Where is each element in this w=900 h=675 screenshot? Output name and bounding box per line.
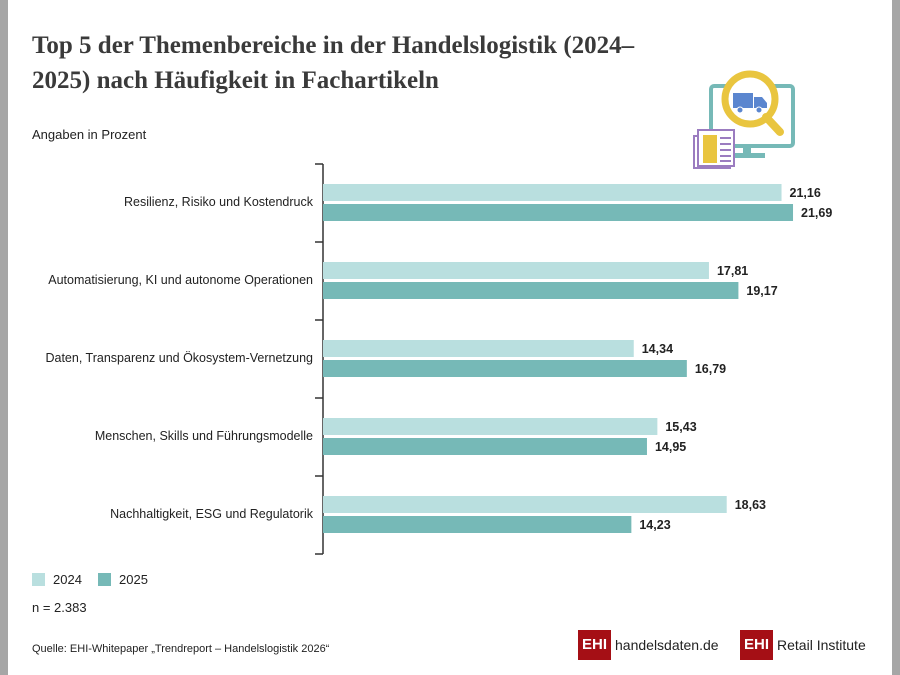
bar-2024 (323, 496, 727, 513)
bar-2025 (323, 360, 687, 377)
bar-2024 (323, 418, 658, 435)
legend-item-2025: 2025 (98, 572, 148, 587)
ehi-retail-institute-logo: EHI Retail Institute (740, 630, 866, 660)
category-label: Automatisierung, KI und autonome Operati… (48, 273, 313, 287)
data-label: 14,23 (639, 518, 670, 532)
data-label: 15,43 (665, 420, 696, 434)
ehi-mark: EHI (740, 630, 774, 660)
data-label: 18,63 (735, 498, 766, 512)
legend-label: 2025 (119, 572, 148, 587)
category-label: Resilienz, Risiko und Kostendruck (124, 195, 314, 209)
data-label: 14,34 (642, 342, 673, 356)
bar-2025 (323, 204, 794, 221)
chart-title: Top 5 der Themenbereiche in der Handelsl… (32, 32, 635, 94)
data-label: 16,79 (695, 362, 726, 376)
data-label: 21,16 (790, 186, 821, 200)
handelsdaten-logo: EHI handelsdaten.de (578, 630, 719, 660)
logo-text: Retail Institute (777, 637, 866, 653)
bar-2024 (323, 340, 634, 357)
data-label: 14,95 (655, 440, 686, 454)
data-label: 19,17 (746, 284, 777, 298)
bar-2025 (323, 282, 739, 299)
sample-size: n = 2.383 (32, 600, 87, 615)
legend-label: 2024 (53, 572, 82, 587)
legend-swatch-2024 (32, 573, 45, 586)
left-border (0, 0, 8, 675)
bar-2024 (323, 262, 709, 279)
category-label: Daten, Transparenz und Ökosystem-Vernetz… (45, 351, 313, 365)
data-label: 17,81 (717, 264, 748, 278)
data-label: 21,69 (801, 206, 832, 220)
source-note: Quelle: EHI-Whitepaper „Trendreport – Ha… (32, 643, 330, 655)
chart-subtitle: Angaben in Prozent (32, 127, 147, 142)
legend-item-2024: 2024 (32, 572, 82, 587)
category-label: Menschen, Skills und Führungsmodelle (95, 429, 313, 443)
bar-2025 (323, 438, 647, 455)
logo-text: handelsdaten.de (615, 637, 719, 653)
ehi-mark: EHI (578, 630, 612, 660)
legend-swatch-2025 (98, 573, 111, 586)
bar-2025 (323, 516, 632, 533)
header-illustration-icon (693, 70, 795, 169)
category-label: Nachhaltigkeit, ESG und Regulatorik (110, 507, 314, 521)
right-border (892, 0, 900, 675)
bar-2024 (323, 184, 782, 201)
